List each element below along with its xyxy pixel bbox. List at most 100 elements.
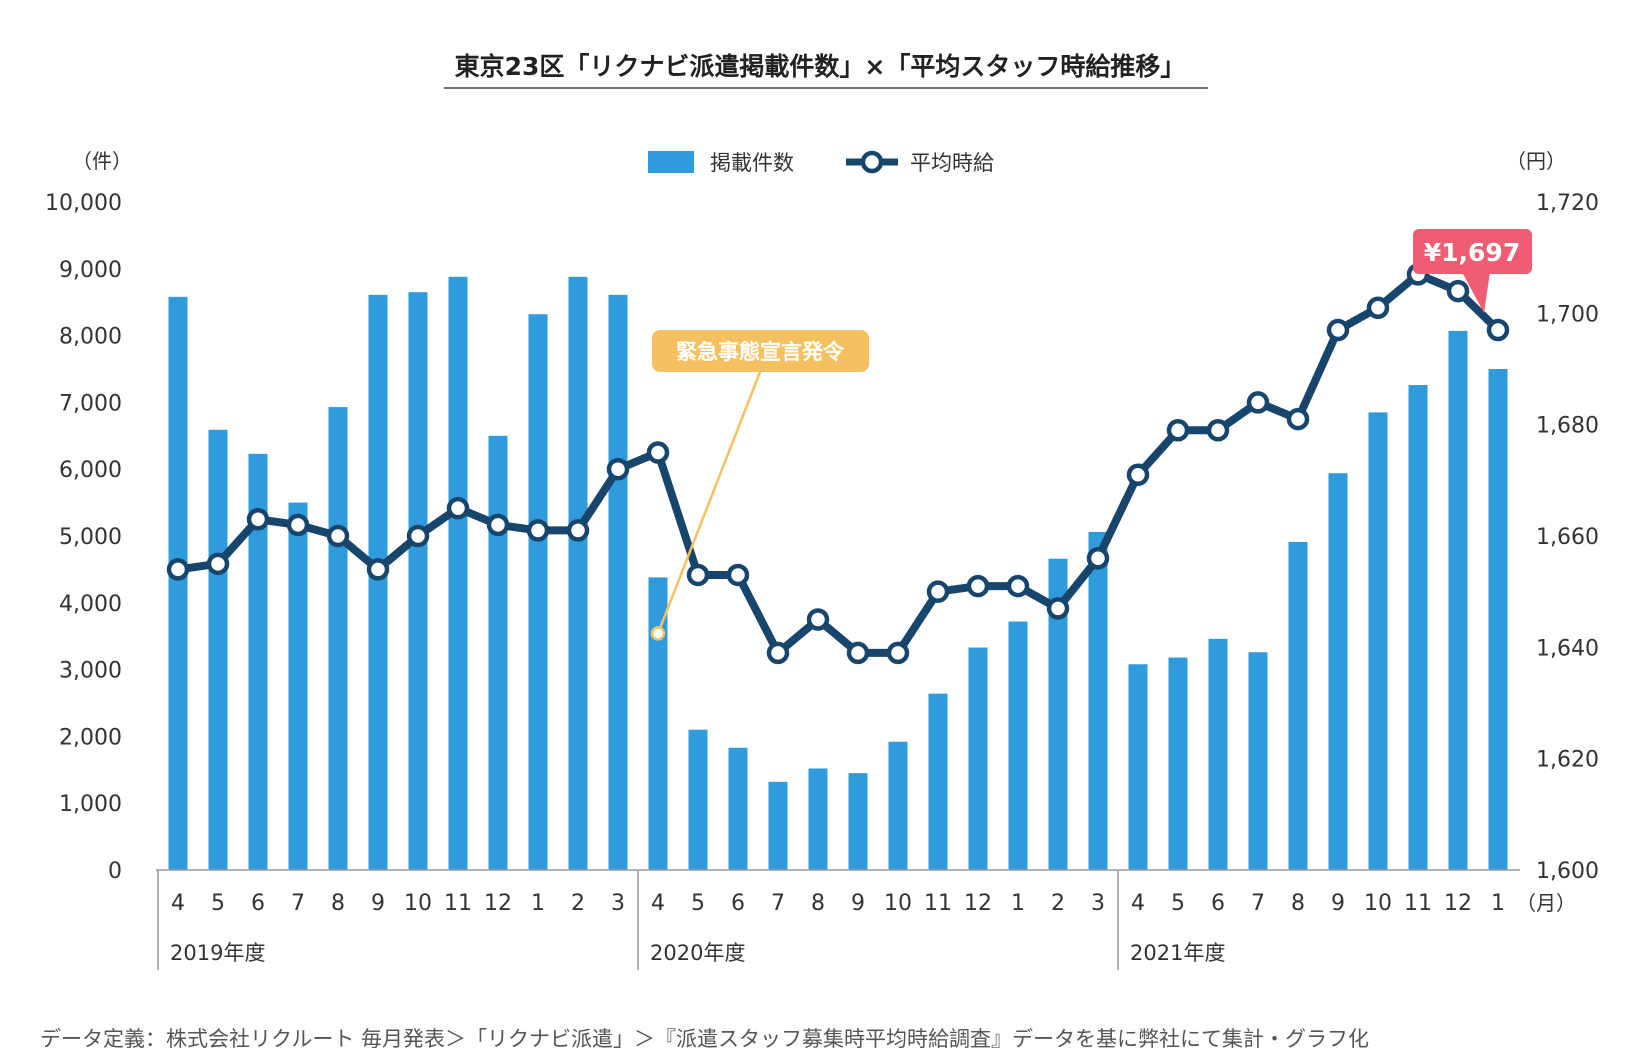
month-label: 12 — [964, 891, 992, 916]
wage-point — [1086, 547, 1110, 570]
month-label: 5 — [691, 891, 705, 916]
month-label: 10 — [884, 891, 912, 916]
wage-point — [646, 441, 670, 464]
callout-label: 緊急事態宣言発令 — [676, 340, 845, 364]
wage-point — [1166, 418, 1190, 442]
left-tick-label: 3,000 — [59, 659, 122, 684]
bar — [968, 647, 988, 870]
month-label: 9 — [1331, 891, 1345, 916]
bar — [368, 294, 388, 870]
month-label: 4 — [1131, 891, 1145, 916]
month-label: 7 — [291, 891, 305, 916]
month-label: 7 — [1251, 891, 1265, 916]
bar — [1488, 369, 1508, 870]
wage-point — [966, 574, 990, 598]
month-label: 6 — [731, 891, 745, 916]
bar — [608, 294, 628, 870]
price-callout-label: ¥1,697 — [1424, 238, 1520, 267]
bar — [1288, 542, 1308, 870]
bar — [168, 296, 188, 871]
month-label: 3 — [1091, 891, 1105, 916]
emergency-callout: 緊急事態宣言発令 — [650, 330, 869, 641]
month-label: 6 — [1211, 891, 1225, 916]
wage-point — [1366, 296, 1390, 320]
left-tick-label: 10,000 — [45, 191, 122, 216]
bar — [1448, 330, 1468, 870]
wage-line — [174, 270, 1502, 657]
bar — [488, 435, 508, 870]
bar — [1008, 621, 1028, 870]
wage-point — [446, 496, 470, 520]
bar — [1408, 385, 1428, 870]
bar — [208, 429, 228, 870]
bar — [1208, 638, 1228, 870]
source-note: データ定義：株式会社リクルート 毎月発表＞「リクナビ派遣」＞『派遣スタッフ募集時… — [40, 1027, 1369, 1051]
legend-bar-swatch — [648, 151, 694, 173]
right-tick-label: 1,600 — [1536, 859, 1599, 884]
bar — [328, 407, 348, 870]
wage-point — [1326, 318, 1350, 342]
chart-title: 東京23区「リクナビ派遣掲載件数」×「平均スタッフ時給推移」 — [455, 52, 1186, 81]
legend-line-label: 平均時給 — [910, 151, 994, 175]
wage-point — [1046, 597, 1070, 620]
right-tick-label: 1,700 — [1536, 302, 1599, 327]
wage-point — [286, 513, 310, 537]
bar — [288, 502, 308, 870]
wage-point — [1246, 391, 1270, 414]
right-tick-label: 1,720 — [1536, 191, 1599, 216]
month-label: 4 — [171, 891, 185, 916]
month-label: 5 — [211, 891, 225, 916]
bar — [1088, 531, 1108, 870]
month-label: 8 — [1291, 891, 1305, 916]
left-tick-label: 6,000 — [59, 458, 122, 483]
bar — [568, 276, 588, 870]
bar — [1248, 652, 1268, 870]
legend-line-marker — [860, 150, 884, 174]
bar — [928, 693, 948, 870]
fiscal-year-label: 2019年度 — [170, 941, 265, 965]
wage-point — [806, 608, 830, 631]
price-callout-box — [1413, 229, 1532, 274]
line-series — [166, 263, 1510, 665]
bar — [808, 768, 828, 870]
wage-point — [526, 519, 550, 542]
wage-point — [1446, 279, 1470, 303]
left-tick-label: 8,000 — [59, 325, 122, 350]
fiscal-year-label: 2020年度 — [650, 941, 745, 965]
callout-box — [652, 330, 869, 372]
bar — [408, 292, 428, 870]
month-label: 2 — [1051, 891, 1065, 916]
right-axis-unit: （円） — [1506, 149, 1566, 173]
wage-point — [766, 641, 790, 665]
left-tick-label: 5,000 — [59, 525, 122, 550]
wage-point — [166, 558, 190, 581]
month-label: 7 — [771, 891, 785, 916]
month-label: 12 — [1444, 891, 1472, 916]
bar — [768, 781, 788, 870]
price-callout: ¥1,697 — [1413, 229, 1532, 313]
wage-point — [926, 580, 950, 603]
bar — [528, 314, 548, 870]
wage-point — [1206, 418, 1230, 442]
bar — [648, 577, 668, 870]
right-tick-label: 1,660 — [1536, 525, 1599, 550]
wage-point — [1126, 463, 1150, 487]
month-unit: （月） — [1516, 891, 1576, 915]
right-tick-label: 1,640 — [1536, 636, 1599, 661]
bar — [1128, 664, 1148, 870]
month-label: 1 — [1491, 891, 1505, 916]
bar — [448, 276, 468, 870]
bar — [1168, 657, 1188, 870]
bar — [848, 773, 868, 870]
month-label: 9 — [851, 891, 865, 916]
month-label: 11 — [1404, 891, 1432, 916]
wage-point — [206, 552, 230, 576]
wage-point — [366, 558, 390, 581]
wage-point — [1006, 574, 1030, 598]
month-label: 8 — [811, 891, 825, 916]
wage-point — [1486, 318, 1510, 342]
wage-point — [486, 513, 510, 537]
wage-point — [406, 524, 430, 548]
left-tick-label: 0 — [108, 859, 122, 884]
